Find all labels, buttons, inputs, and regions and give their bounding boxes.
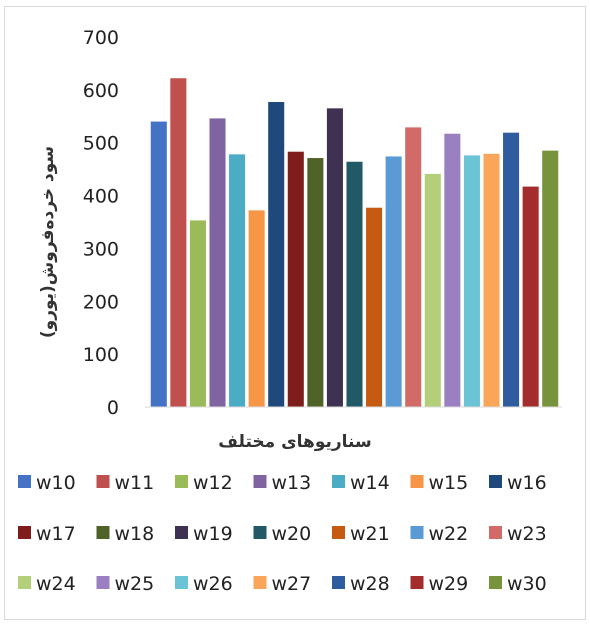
legend-label: w20 [272, 523, 312, 545]
legend-swatch [489, 526, 502, 539]
legend-label: w24 [36, 573, 76, 595]
legend-item-w20: w20 [253, 523, 312, 545]
legend-label: w27 [272, 573, 312, 595]
legend-item-w17: w17 [18, 523, 76, 545]
legend-item-w25: w25 [96, 573, 155, 595]
bar-w12 [189, 220, 206, 407]
y-tick-label: 700 [83, 27, 119, 49]
bar-w13 [209, 118, 226, 408]
legend-label: w29 [429, 573, 469, 595]
legend-item-w19: w19 [175, 523, 233, 545]
legend-item-w10: w10 [18, 472, 76, 494]
bar-w15 [248, 210, 265, 407]
legend-item-w27: w27 [253, 573, 312, 595]
legend-label: w16 [507, 472, 547, 494]
legend-label: w21 [350, 523, 390, 545]
legend-swatch [175, 526, 188, 539]
bar-w23 [405, 127, 422, 407]
y-tick-label: 300 [83, 238, 119, 260]
y-tick-label: 0 [107, 397, 119, 419]
bar-w17 [287, 151, 304, 407]
legend-swatch [175, 475, 188, 488]
y-tick-label: 100 [83, 344, 119, 366]
legend-swatch [410, 526, 424, 539]
legend-label: w23 [507, 523, 547, 545]
legend-item-w12: w12 [175, 472, 233, 494]
legend-swatch [96, 475, 110, 488]
legend-swatch [410, 576, 424, 589]
legend-swatch [18, 475, 31, 488]
legend-swatch [96, 526, 110, 539]
bar-w21 [366, 207, 383, 407]
legend-swatch [253, 475, 267, 488]
bar-w14 [229, 154, 246, 407]
legend-swatch [253, 526, 267, 539]
bar-w26 [463, 155, 480, 407]
legend-label: w22 [429, 523, 469, 545]
bar-w27 [483, 153, 500, 407]
legend-swatch [410, 475, 424, 488]
bar-w16 [268, 102, 285, 407]
y-tick-label: 500 [83, 133, 119, 155]
legend-swatch [18, 576, 31, 589]
legend-label: w25 [115, 573, 155, 595]
legend-item-w14: w14 [332, 472, 390, 494]
bar-w22 [385, 156, 402, 407]
legend-label: w10 [36, 472, 76, 494]
bar-w25 [444, 133, 461, 407]
legend-item-w11: w11 [96, 472, 155, 494]
y-tick-label: 200 [83, 291, 119, 313]
legend-label: w14 [350, 472, 390, 494]
legend-label: w18 [115, 523, 155, 545]
y-tick-label: 400 [83, 186, 119, 208]
legend-label: w15 [429, 472, 469, 494]
y-axis-ticks: 0 100 200 300 400 500 600 700 [83, 27, 119, 419]
chart-frame: 0 100 200 300 400 500 600 700 سود خرده‌فروش(یور… [4, 6, 586, 620]
legend-item-w24: w24 [18, 573, 76, 595]
legend-label: w11 [115, 472, 155, 494]
x-axis-title: سناریوهای مختلف [218, 432, 371, 452]
bar-chart: 0 100 200 300 400 500 600 700 سود خرده‌فروش(یور… [18, 27, 562, 595]
legend-swatch [489, 576, 502, 589]
legend: w10 w11 w12 w13 w14 w15 w16 w17 w18 w19 w20 w21 w22 w… [18, 472, 547, 595]
bar-w18 [307, 158, 324, 407]
legend-label: w19 [193, 523, 233, 545]
legend-label: w12 [193, 472, 233, 494]
bar-w11 [170, 78, 187, 407]
legend-label: w17 [36, 523, 76, 545]
legend-swatch [332, 526, 345, 539]
legend-item-w18: w18 [96, 523, 155, 545]
legend-item-w13: w13 [253, 472, 312, 494]
legend-item-w21: w21 [332, 523, 390, 545]
legend-swatch [253, 576, 267, 589]
bars [150, 78, 559, 408]
y-tick-label: 600 [83, 80, 119, 102]
bar-w19 [326, 108, 343, 407]
legend-swatch [332, 475, 345, 488]
legend-item-w26: w26 [175, 573, 233, 595]
bar-w10 [150, 121, 167, 408]
legend-label: w13 [272, 472, 312, 494]
legend-item-w22: w22 [410, 523, 469, 545]
bar-w29 [522, 186, 539, 407]
bar-w30 [542, 150, 559, 407]
legend-label: w28 [350, 573, 390, 595]
legend-item-w15: w15 [410, 472, 469, 494]
legend-swatch [332, 576, 345, 589]
legend-item-w16: w16 [489, 472, 547, 494]
legend-item-w30: w30 [489, 573, 547, 595]
bar-w28 [503, 132, 520, 407]
bar-w24 [424, 173, 441, 407]
legend-swatch [489, 475, 502, 488]
legend-label: w30 [507, 573, 547, 595]
legend-item-w28: w28 [332, 573, 390, 595]
legend-label: w26 [193, 573, 233, 595]
legend-swatch [96, 576, 110, 589]
legend-swatch [175, 576, 188, 589]
legend-item-w29: w29 [410, 573, 469, 595]
y-axis-title: سود خرده‌فروش(یورو) [38, 146, 58, 338]
bar-w20 [346, 161, 363, 407]
legend-item-w23: w23 [489, 523, 547, 545]
legend-swatch [18, 526, 31, 539]
